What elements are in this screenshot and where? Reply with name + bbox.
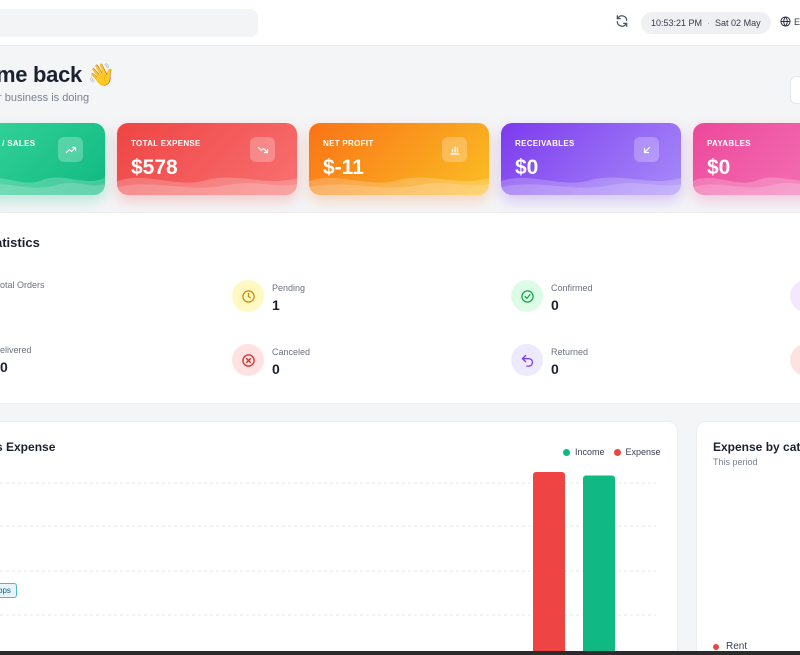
legend-label: Income bbox=[575, 447, 605, 457]
status-icon bbox=[790, 344, 800, 376]
legend-label: Expense bbox=[625, 447, 661, 457]
arrow-down-left-icon bbox=[634, 137, 659, 162]
stat-label: otal Orders bbox=[0, 280, 45, 290]
stat-label: Pending bbox=[272, 283, 306, 293]
card-value: $0 bbox=[707, 156, 731, 179]
header-action-button[interactable] bbox=[790, 76, 800, 104]
card-label: RECEIVABLES bbox=[515, 139, 575, 148]
stat-label: Confirmed bbox=[551, 283, 593, 293]
legend-swatch bbox=[613, 448, 621, 456]
bar-chart-icon bbox=[442, 137, 467, 162]
card-wave bbox=[0, 177, 105, 195]
stat-value: 1 bbox=[272, 297, 280, 313]
income-expense-chart bbox=[0, 471, 656, 655]
clock-icon bbox=[232, 280, 264, 312]
trending-up-icon bbox=[58, 137, 83, 162]
bar-income[interactable] bbox=[583, 475, 615, 655]
card-value: $0 bbox=[515, 156, 539, 179]
card-label: TOTAL EXPENSE bbox=[131, 139, 201, 148]
stat-label: elivered bbox=[0, 345, 32, 355]
current-date: Sat 02 May bbox=[715, 18, 761, 28]
card-wave bbox=[309, 177, 489, 195]
card-wave bbox=[117, 177, 297, 195]
order-statistics-panel bbox=[0, 212, 800, 404]
current-time: 10:53:21 PM bbox=[651, 18, 703, 28]
card-sales[interactable]: E / SALES bbox=[0, 123, 105, 195]
card-wave bbox=[501, 177, 681, 195]
x-circle-icon bbox=[232, 344, 264, 376]
check-circle-icon bbox=[511, 280, 543, 312]
legend-swatch bbox=[563, 448, 570, 456]
legend-item-expense[interactable]: Expense bbox=[613, 447, 661, 457]
chart-title: s Expense bbox=[0, 440, 56, 454]
status-icon bbox=[790, 280, 800, 312]
taskbar-edge bbox=[0, 651, 800, 655]
card-payables[interactable]: PAYABLES $0 bbox=[693, 123, 800, 195]
card-total-expense[interactable]: TOTAL EXPENSE $578 bbox=[117, 123, 297, 195]
card-net-profit[interactable]: NET PROFIT $-11 bbox=[309, 123, 489, 195]
stat-value: 0 bbox=[272, 361, 280, 377]
refresh-icon[interactable] bbox=[615, 14, 633, 32]
stat-value: 0 bbox=[551, 297, 559, 313]
stat-label: Canceled bbox=[272, 347, 311, 357]
card-value: $-11 bbox=[323, 156, 364, 179]
category-item-rent[interactable]: Rent bbox=[713, 641, 747, 652]
clock-badge: 10:53:21 PM · Sat 02 May bbox=[641, 12, 771, 34]
bar-expense[interactable] bbox=[533, 471, 565, 655]
stat-label: Returned bbox=[551, 347, 589, 357]
card-label: PAYABLES bbox=[707, 139, 751, 148]
category-label: Rent bbox=[726, 641, 748, 652]
card-label: E / SALES bbox=[0, 139, 36, 148]
language-selector[interactable]: E bbox=[780, 16, 800, 27]
card-receivables[interactable]: RECEIVABLES $0 bbox=[501, 123, 681, 195]
category-title: Expense by cat bbox=[713, 440, 800, 454]
trending-down-icon bbox=[250, 137, 275, 162]
top-bar: 10:53:21 PM · Sat 02 May E bbox=[0, 0, 800, 46]
page-subtitle: r business is doing bbox=[0, 92, 90, 104]
globe-icon bbox=[780, 16, 791, 27]
page-title: me back 👋 bbox=[0, 62, 115, 87]
language-label: E bbox=[794, 16, 800, 27]
legend-item-income[interactable]: Income bbox=[563, 447, 605, 457]
undo-icon bbox=[511, 344, 543, 376]
expense-by-category-panel bbox=[696, 421, 800, 655]
card-label: NET PROFIT bbox=[323, 139, 374, 148]
chart-legend: Income Expense bbox=[563, 447, 670, 457]
stat-value: 0 bbox=[0, 359, 8, 375]
stat-value: 0 bbox=[551, 361, 559, 377]
statistics-title: atistics bbox=[0, 235, 40, 250]
category-swatch bbox=[713, 643, 719, 650]
card-wave bbox=[693, 177, 800, 195]
search-input[interactable] bbox=[0, 9, 258, 37]
category-subtitle: This period bbox=[713, 457, 758, 467]
tooltip: bps bbox=[0, 583, 17, 598]
card-value: $578 bbox=[131, 156, 178, 179]
clock-separator: · bbox=[707, 18, 711, 28]
